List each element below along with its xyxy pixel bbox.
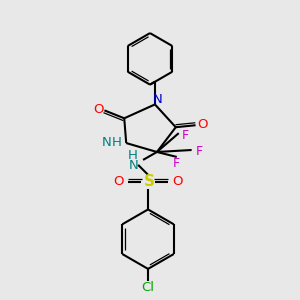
Text: O: O	[172, 175, 183, 188]
Text: H: H	[128, 149, 138, 162]
Text: N: N	[101, 136, 111, 148]
Text: H: H	[111, 136, 121, 148]
Text: F: F	[182, 129, 189, 142]
Text: O: O	[93, 103, 104, 116]
Text: O: O	[113, 175, 124, 188]
Text: S: S	[143, 174, 155, 189]
Text: N: N	[153, 93, 163, 106]
Text: F: F	[196, 146, 203, 158]
Text: F: F	[173, 158, 180, 170]
Text: N: N	[128, 159, 138, 172]
Text: O: O	[197, 118, 208, 131]
Text: Cl: Cl	[142, 281, 154, 294]
